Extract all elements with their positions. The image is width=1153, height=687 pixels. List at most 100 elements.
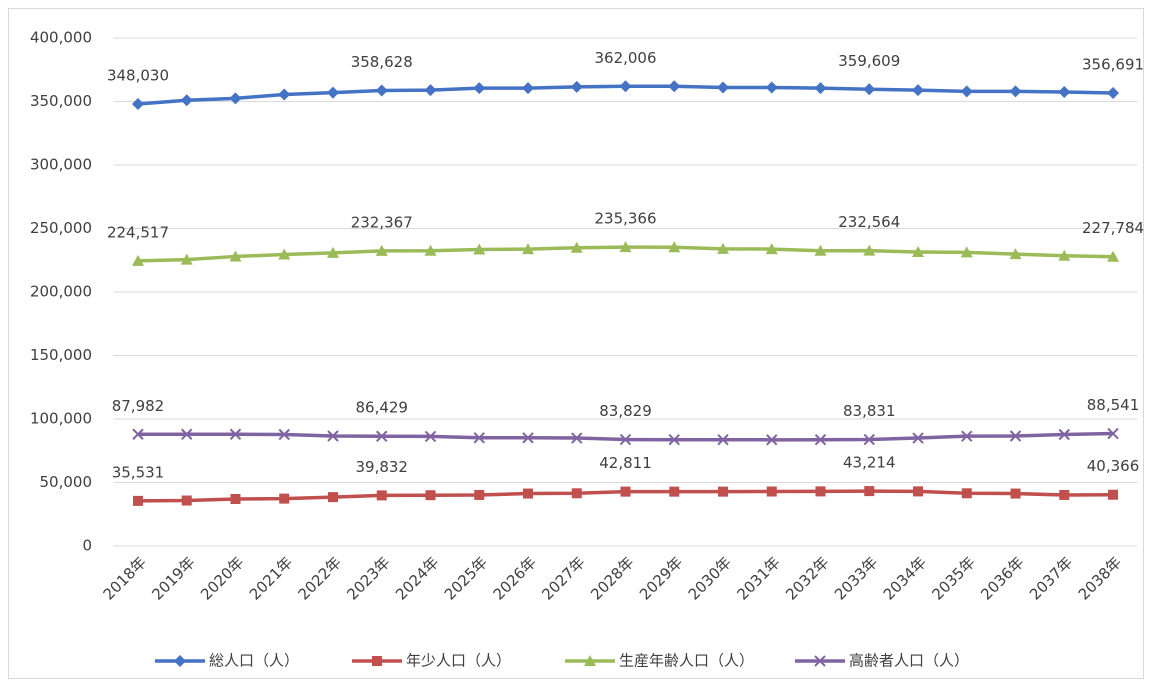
marker xyxy=(131,254,144,266)
marker xyxy=(425,490,436,501)
marker xyxy=(669,486,680,497)
marker xyxy=(424,430,437,443)
y-tick-label: 0 xyxy=(82,537,92,555)
legend-label: 年少人口（人） xyxy=(406,652,511,670)
y-tick-label: 100,000 xyxy=(30,410,92,428)
marker xyxy=(765,243,778,255)
marker xyxy=(668,80,681,93)
marker xyxy=(1010,488,1021,499)
marker xyxy=(619,433,632,446)
data-label: 227,784 xyxy=(1082,219,1144,237)
marker xyxy=(473,432,485,444)
data-label: 87,982 xyxy=(112,397,165,415)
legend-marker xyxy=(814,655,826,667)
marker xyxy=(424,244,437,256)
marker xyxy=(1058,428,1070,441)
data-label: 358,628 xyxy=(351,53,413,71)
marker xyxy=(570,80,583,93)
marker xyxy=(571,488,582,499)
marker xyxy=(1058,249,1071,261)
marker xyxy=(326,246,339,258)
marker xyxy=(131,98,144,111)
y-tick-label: 250,000 xyxy=(30,219,92,237)
marker xyxy=(766,486,777,497)
marker xyxy=(717,433,729,446)
marker xyxy=(327,492,338,503)
marker xyxy=(278,88,291,101)
marker xyxy=(619,241,632,253)
marker xyxy=(181,428,193,440)
y-tick-label: 350,000 xyxy=(30,92,92,110)
data-label: 348,030 xyxy=(107,67,169,85)
marker xyxy=(229,250,242,262)
legend-label: 生産年齢人口（人） xyxy=(619,652,754,670)
marker xyxy=(619,80,632,93)
marker xyxy=(132,428,144,440)
marker xyxy=(376,430,388,442)
marker xyxy=(960,85,973,98)
marker xyxy=(814,244,827,256)
marker xyxy=(1009,248,1022,260)
data-label: 83,829 xyxy=(599,402,652,420)
legend-label: 総人口（人） xyxy=(209,652,299,670)
y-tick-label: 50,000 xyxy=(40,473,93,491)
marker xyxy=(912,432,924,444)
marker xyxy=(521,82,534,95)
marker xyxy=(717,81,730,94)
chart-frame xyxy=(8,8,1144,679)
marker xyxy=(913,486,924,497)
marker xyxy=(863,83,876,96)
marker xyxy=(279,493,290,504)
legend-marker xyxy=(584,655,596,666)
marker xyxy=(229,92,242,105)
marker xyxy=(863,244,876,256)
marker xyxy=(863,433,875,446)
data-label: 43,214 xyxy=(843,454,896,472)
legend-marker xyxy=(174,655,186,667)
data-label: 35,531 xyxy=(112,463,165,481)
marker xyxy=(473,82,486,95)
y-tick-label: 400,000 xyxy=(30,29,92,47)
marker xyxy=(326,86,339,99)
marker xyxy=(864,486,875,497)
data-label: 224,517 xyxy=(107,223,169,241)
data-label: 232,564 xyxy=(838,213,900,231)
data-label: 39,832 xyxy=(355,458,408,476)
legend-label: 高齢者人口（人） xyxy=(849,652,969,670)
marker xyxy=(912,84,925,97)
marker xyxy=(1009,430,1022,442)
marker xyxy=(327,430,339,442)
data-label: 235,366 xyxy=(594,210,656,228)
data-label: 232,367 xyxy=(351,213,413,231)
marker xyxy=(1107,250,1120,262)
marker xyxy=(766,434,778,446)
y-tick-label: 200,000 xyxy=(30,283,92,301)
data-label: 356,691 xyxy=(1082,56,1144,74)
marker xyxy=(570,241,583,253)
marker xyxy=(1059,489,1070,500)
marker xyxy=(717,242,730,254)
marker xyxy=(1107,87,1120,100)
marker xyxy=(375,84,388,97)
data-label: 40,366 xyxy=(1087,457,1140,475)
marker xyxy=(1058,85,1071,98)
data-label: 42,811 xyxy=(599,454,652,472)
marker xyxy=(960,246,973,258)
marker xyxy=(912,245,925,257)
marker xyxy=(180,94,193,107)
marker xyxy=(718,486,729,497)
marker xyxy=(474,489,485,500)
data-label: 362,006 xyxy=(594,49,656,67)
marker xyxy=(180,253,193,265)
marker xyxy=(376,490,387,501)
marker xyxy=(1108,489,1119,500)
marker xyxy=(814,433,827,446)
marker xyxy=(424,84,437,97)
marker xyxy=(668,241,681,253)
marker xyxy=(1009,85,1022,98)
data-label: 83,831 xyxy=(843,402,896,420)
marker xyxy=(278,428,290,441)
marker xyxy=(668,433,680,446)
y-tick-label: 150,000 xyxy=(30,346,92,364)
